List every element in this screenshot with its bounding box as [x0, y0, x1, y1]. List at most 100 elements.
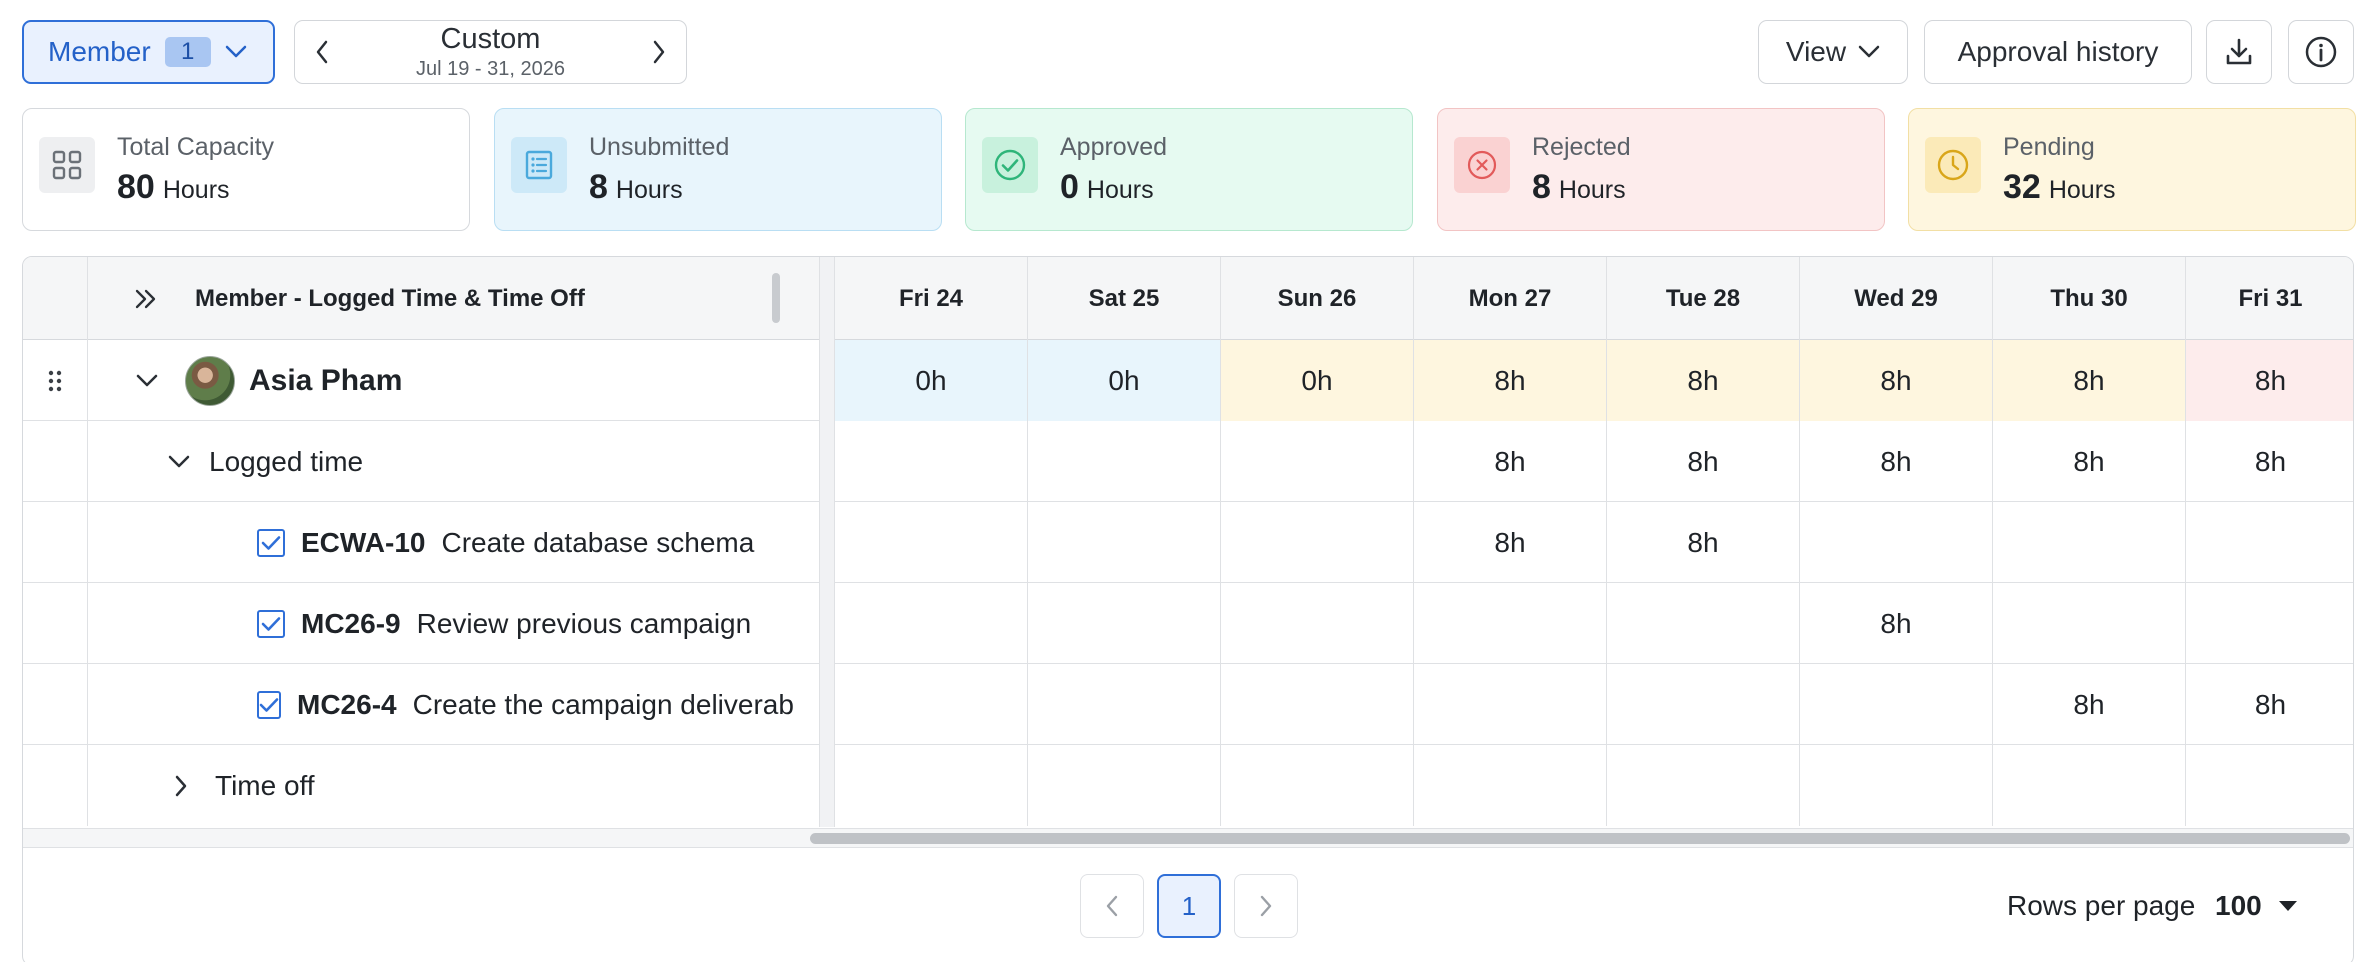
member-hours-cell[interactable]: 8h	[1607, 340, 1800, 421]
unsubmitted-card: Unsubmitted 8 Hours	[494, 108, 942, 231]
previous-page-button[interactable]	[1080, 874, 1144, 938]
task-hours-cell[interactable]: 8h	[1607, 502, 1800, 583]
time-off-hours-cell[interactable]	[1800, 745, 1993, 826]
rows-per-page-select[interactable]: 100	[2215, 874, 2298, 938]
chevron-left-icon[interactable]	[315, 40, 329, 64]
task-title: Create the campaign deliverables	[412, 688, 795, 720]
clock-icon	[1925, 136, 1981, 193]
time-off-hours-cell[interactable]	[1221, 745, 1414, 826]
member-hours-cell[interactable]: 0h	[835, 340, 1028, 421]
task-checkbox[interactable]	[257, 609, 285, 638]
total-capacity-card: Total Capacity 80 Hours	[22, 108, 470, 231]
task-hours-cell[interactable]	[1800, 664, 1993, 745]
task-hours-cell[interactable]	[1221, 664, 1414, 745]
next-page-button[interactable]	[1234, 874, 1298, 938]
page-button-1[interactable]: 1	[1157, 874, 1221, 938]
task-checkbox[interactable]	[257, 690, 281, 719]
logged-hours-cell[interactable]: 8h	[1607, 421, 1800, 502]
drag-column-header	[23, 257, 88, 340]
member-hours-cell[interactable]: 8h	[2186, 340, 2353, 421]
column-resize-handle[interactable]	[772, 273, 780, 323]
pending-label: Pending	[2003, 132, 2095, 161]
task-hours-cell[interactable]	[835, 502, 1028, 583]
task-hours-cell[interactable]	[1221, 502, 1414, 583]
day-header-wed-29: Wed 29	[1800, 257, 1993, 340]
day-header-mon-27: Mon 27	[1414, 257, 1607, 340]
member-row: Asia Pham 0h 0h 0h 8h 8h 8h 8h 8h	[23, 340, 2353, 421]
task-hours-cell[interactable]: 8h	[2254, 688, 2287, 720]
rejected-label: Rejected	[1532, 132, 1631, 161]
member-hours-cell[interactable]: 0h	[1221, 340, 1414, 421]
expand-time-off-toggle[interactable]	[173, 774, 189, 798]
member-hours-cell[interactable]: 8h	[1993, 340, 2186, 421]
task-hours-cell[interactable]	[2186, 502, 2353, 583]
chevron-right-icon[interactable]	[652, 40, 666, 64]
task-key[interactable]: MC26-9	[301, 607, 401, 639]
member-hours-cell[interactable]: 0h	[1028, 340, 1221, 421]
task-hours-cell[interactable]: 8h	[1800, 583, 1993, 664]
task-hours-cell[interactable]	[1028, 502, 1221, 583]
timesheet-table: Member - Logged Time & Time Off Fri 24 S…	[22, 256, 2354, 962]
task-key[interactable]: ECWA-10	[301, 526, 426, 558]
task-hours-cell[interactable]	[1800, 502, 1993, 583]
task-hours-cell[interactable]	[1993, 502, 2186, 583]
member-hours-cell[interactable]: 8h	[1414, 340, 1607, 421]
task-hours-cell[interactable]	[835, 664, 1028, 745]
member-count-badge: 1	[164, 37, 211, 67]
info-button[interactable]	[2288, 20, 2354, 84]
day-header-sun-26: Sun 26	[1221, 257, 1414, 340]
task-key[interactable]: MC26-4	[297, 688, 397, 720]
task-hours-cell[interactable]	[1607, 664, 1800, 745]
time-off-hours-cell[interactable]	[1607, 745, 1800, 826]
task-hours-cell[interactable]: 8h	[1414, 502, 1607, 583]
logged-hours-cell[interactable]	[835, 421, 1028, 502]
horizontal-scrollbar[interactable]	[23, 828, 2353, 848]
time-off-hours-cell[interactable]	[2186, 745, 2353, 826]
task-hours-cell[interactable]	[1028, 664, 1221, 745]
time-off-hours-cell[interactable]	[835, 745, 1028, 826]
approval-history-label: Approval history	[1957, 36, 2159, 67]
time-off-hours-cell[interactable]	[1993, 745, 2186, 826]
logged-hours-cell[interactable]: 8h	[1414, 421, 1607, 502]
collapse-logged-time-toggle[interactable]	[167, 454, 191, 470]
logged-hours-cell[interactable]: 8h	[1800, 421, 1993, 502]
horizontal-scrollbar-thumb[interactable]	[810, 833, 2350, 844]
logged-hours-cell[interactable]: 8h	[2254, 445, 2287, 477]
member-hours-cell[interactable]: 8h	[1800, 340, 1993, 421]
chevron-down-icon	[225, 45, 247, 59]
drag-column-cell	[23, 664, 88, 745]
task-hours-cell[interactable]	[1414, 664, 1607, 745]
unsubmitted-value: 8	[589, 167, 608, 206]
drag-handle[interactable]	[23, 340, 88, 421]
logged-hours-cell[interactable]	[1221, 421, 1414, 502]
task-hours-cell[interactable]	[1993, 583, 2186, 664]
task-hours-cell[interactable]	[1221, 583, 1414, 664]
task-hours-cell[interactable]	[1414, 583, 1607, 664]
chevron-down-icon	[1858, 45, 1880, 59]
avatar	[185, 355, 235, 406]
date-range-display[interactable]: Custom Jul 19 - 31, 2026	[416, 23, 565, 80]
toolbar: Member 1 Custom Jul 19 - 31, 2026 View A…	[0, 0, 2370, 100]
view-button[interactable]: View	[1758, 20, 1908, 84]
drag-column-cell	[23, 745, 88, 826]
chevron-left-icon	[1105, 895, 1119, 917]
task-hours-cell[interactable]	[835, 583, 1028, 664]
download-icon	[2223, 36, 2255, 68]
task-hours-cell[interactable]: 8h	[1993, 664, 2186, 745]
approval-history-button[interactable]: Approval history	[1924, 20, 2192, 84]
collapse-member-toggle[interactable]	[135, 373, 159, 389]
unsubmitted-unit: Hours	[615, 175, 683, 204]
time-off-hours-cell[interactable]	[1028, 745, 1221, 826]
member-filter-button[interactable]: Member 1	[22, 20, 275, 84]
logged-hours-cell[interactable]	[1028, 421, 1221, 502]
task-title: Create database schema	[441, 526, 755, 558]
task-hours-cell[interactable]	[2186, 583, 2353, 664]
logged-hours-cell[interactable]: 8h	[1993, 421, 2186, 502]
download-button[interactable]	[2206, 20, 2272, 84]
time-off-hours-cell[interactable]	[1414, 745, 1607, 826]
task-hours-cell[interactable]	[1028, 583, 1221, 664]
time-off-row: Time off	[23, 745, 2353, 826]
expand-all-button[interactable]	[89, 257, 159, 340]
task-checkbox[interactable]	[257, 528, 285, 557]
task-hours-cell[interactable]	[1607, 583, 1800, 664]
